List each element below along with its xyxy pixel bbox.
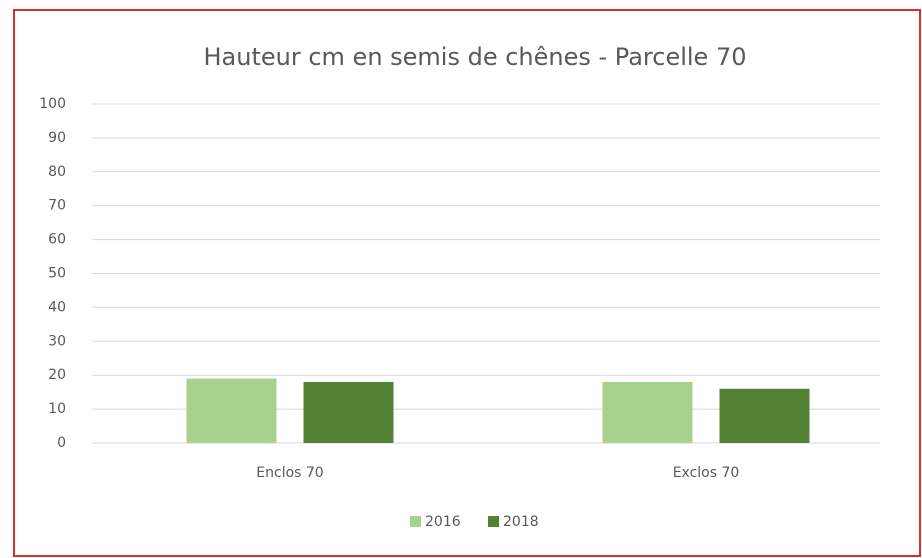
chart-frame xyxy=(13,9,921,557)
bar xyxy=(719,388,810,443)
bar xyxy=(602,381,693,443)
y-tick-label: 10 xyxy=(48,401,66,417)
bar xyxy=(303,381,394,443)
y-tick-label: 60 xyxy=(48,232,66,248)
legend-swatch xyxy=(488,516,499,527)
x-tick-label: Exclos 70 xyxy=(673,465,740,481)
x-tick-label: Enclos 70 xyxy=(256,465,323,481)
y-tick-label: 70 xyxy=(48,198,66,214)
y-tick-label: 20 xyxy=(48,367,66,383)
y-tick-label: 100 xyxy=(39,96,66,112)
y-tick-label: 50 xyxy=(48,266,66,282)
legend-swatch xyxy=(410,516,421,527)
bar xyxy=(186,378,277,443)
y-tick-label: 90 xyxy=(48,130,66,146)
y-tick-label: 80 xyxy=(48,164,66,180)
legend-label: 2016 xyxy=(425,514,461,530)
y-tick-label: 40 xyxy=(48,299,66,315)
chart-title: Hauteur cm en semis de chênes - Parcelle… xyxy=(204,43,747,71)
legend-label: 2018 xyxy=(503,514,539,530)
y-tick-label: 0 xyxy=(57,435,66,451)
y-tick-label: 30 xyxy=(48,333,66,349)
